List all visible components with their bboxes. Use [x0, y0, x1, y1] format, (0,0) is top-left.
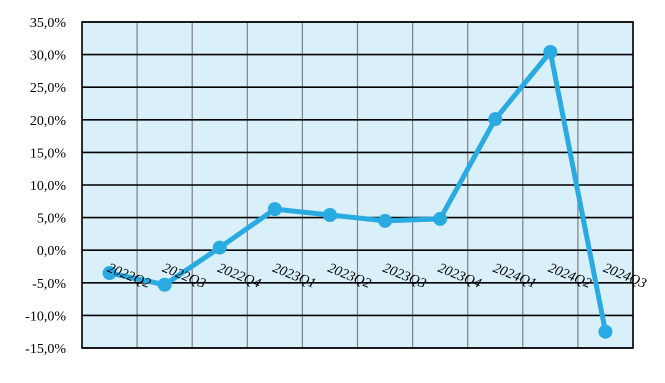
y-tick-label: 35,0% — [30, 16, 67, 31]
data-point — [322, 207, 337, 222]
plot-border — [81, 21, 634, 349]
data-point — [267, 202, 282, 217]
y-tick-label: 5,0% — [37, 212, 67, 227]
data-point — [378, 213, 393, 228]
data-point — [102, 266, 117, 281]
horizontal-gridlines — [81, 21, 634, 349]
data-point — [488, 112, 503, 127]
y-tick-label: -5,0% — [32, 277, 66, 292]
series-line — [107, 49, 608, 335]
y-tick-label: 15,0% — [30, 146, 67, 161]
data-point — [433, 211, 448, 226]
y-tick-label: -10,0% — [25, 309, 66, 324]
data-point — [543, 44, 558, 59]
y-tick-label: 0,0% — [37, 244, 67, 259]
data-point — [598, 324, 613, 339]
y-tick-label: 25,0% — [30, 81, 67, 96]
y-tick-label: -15,0% — [25, 342, 66, 357]
series-line-layer — [107, 49, 608, 335]
data-point — [157, 277, 172, 292]
y-tick-label: 10,0% — [30, 179, 67, 194]
series-points — [102, 44, 613, 339]
y-tick-label: 30,0% — [30, 49, 67, 64]
y-axis-ticks: -15,0% -10,0% -5,0% 0,0% 5,0% 10,0% 15,0% 20,0%… — [25, 16, 66, 357]
data-point — [212, 240, 227, 255]
y-tick-label: 20,0% — [30, 114, 67, 129]
